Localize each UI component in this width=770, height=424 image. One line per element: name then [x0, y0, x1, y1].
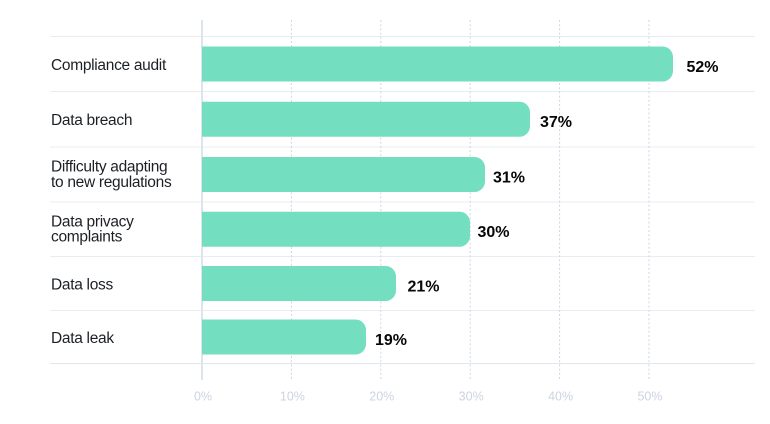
- svg-text:Data leak: Data leak: [51, 330, 114, 347]
- svg-text:40%: 40%: [548, 389, 573, 403]
- svg-text:37%: 37%: [540, 114, 572, 131]
- svg-text:52%: 52%: [687, 59, 719, 76]
- svg-text:19%: 19%: [375, 332, 407, 349]
- svg-text:Data loss: Data loss: [51, 277, 113, 294]
- svg-text:50%: 50%: [637, 389, 662, 403]
- svg-text:30%: 30%: [459, 389, 484, 403]
- svg-text:20%: 20%: [369, 389, 394, 403]
- svg-text:Data privacy: Data privacy: [51, 213, 134, 230]
- svg-text:to new regulations: to new regulations: [51, 174, 172, 191]
- svg-text:21%: 21%: [408, 278, 440, 295]
- svg-text:Data breach: Data breach: [51, 112, 132, 129]
- svg-text:complaints: complaints: [51, 229, 123, 246]
- svg-text:31%: 31%: [493, 169, 525, 186]
- svg-text:0%: 0%: [194, 389, 212, 403]
- svg-text:Compliance audit: Compliance audit: [51, 57, 167, 74]
- svg-text:10%: 10%: [280, 389, 305, 403]
- svg-text:Difficulty adapting: Difficulty adapting: [51, 159, 167, 176]
- svg-text:30%: 30%: [478, 224, 510, 241]
